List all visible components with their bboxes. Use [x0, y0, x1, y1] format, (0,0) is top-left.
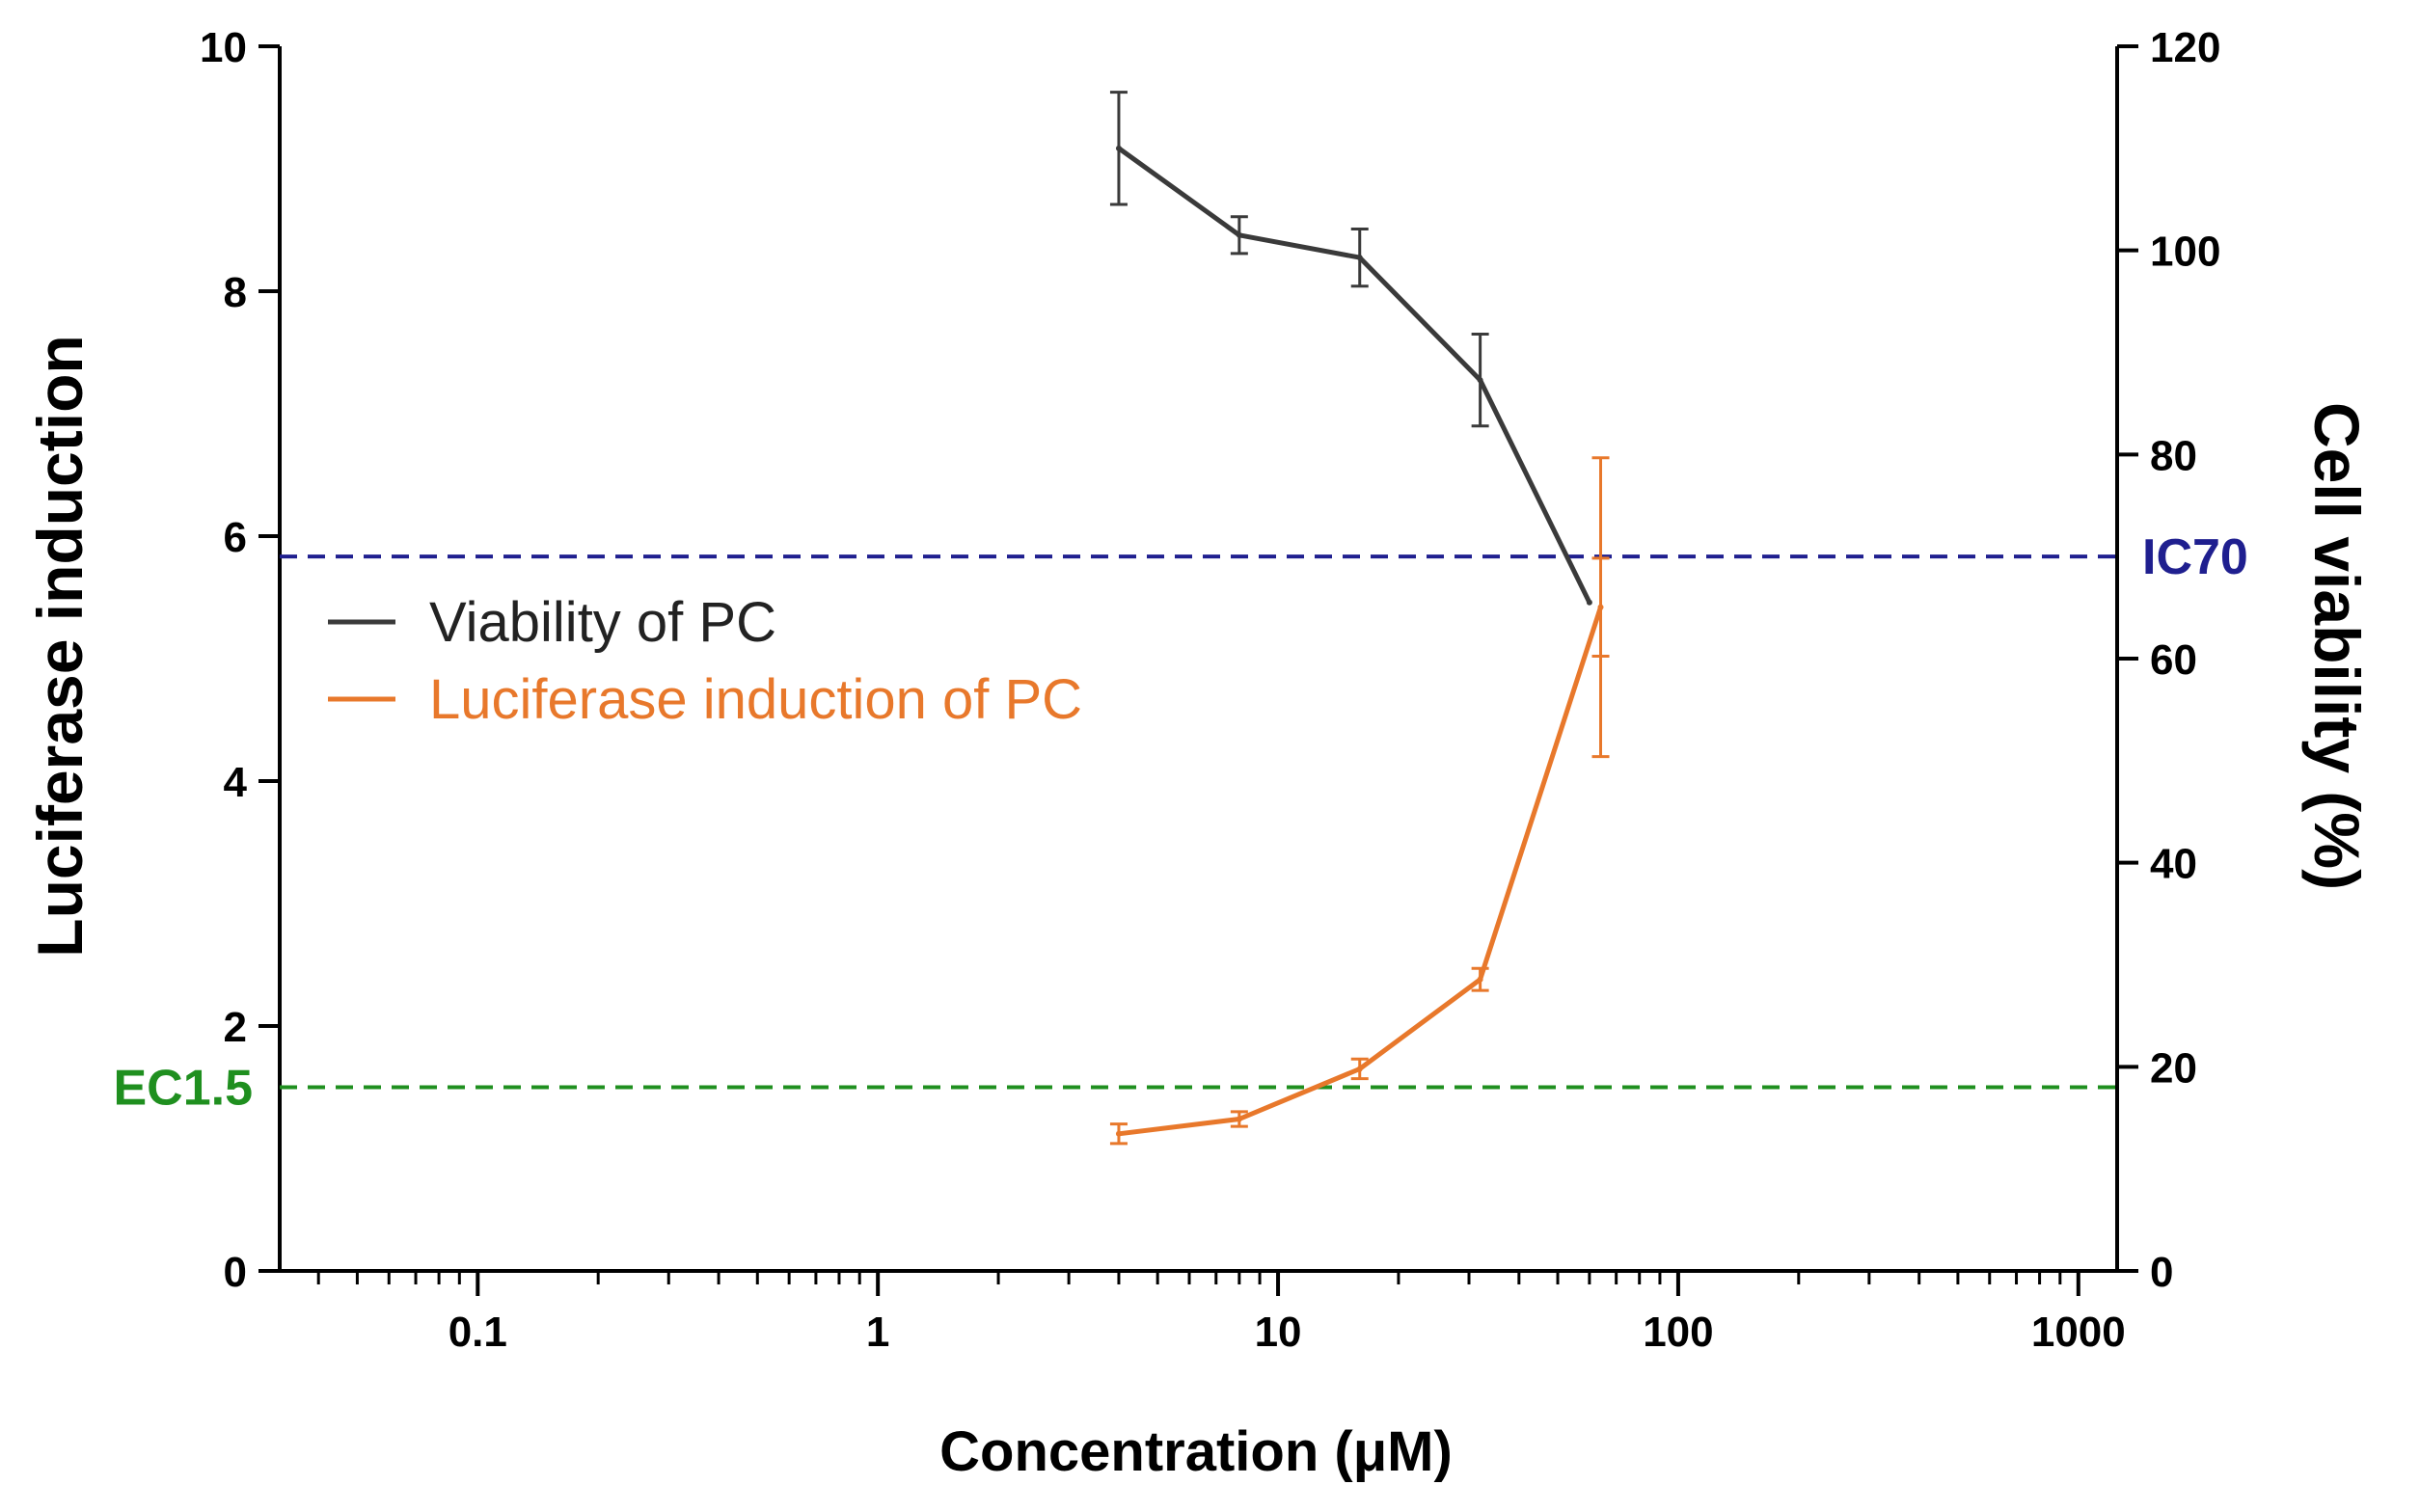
y-left-tick-label: 4 — [224, 759, 248, 806]
x-tick-label: 1000 — [2031, 1309, 2126, 1356]
data-point — [1356, 1066, 1363, 1072]
data-point — [1477, 976, 1483, 983]
data-point — [1236, 231, 1242, 238]
data-point — [1586, 599, 1592, 606]
y-right-tick-label: 120 — [2150, 24, 2220, 71]
y-axis-right-title: Cell viability (%) — [2301, 402, 2373, 890]
data-point — [1236, 1116, 1242, 1122]
legend-label: Luciferase induction of PC — [429, 668, 1082, 731]
x-tick-label: 100 — [1643, 1309, 1713, 1356]
reference-label-ic70: IC70 — [2142, 529, 2248, 585]
y-left-tick-label: 8 — [224, 269, 247, 316]
y-right-tick-label: 100 — [2150, 229, 2220, 276]
x-tick-label: 0.1 — [449, 1309, 507, 1356]
x-axis-title: Concentration (μM) — [939, 1420, 1453, 1483]
y-right-tick-label: 80 — [2150, 432, 2197, 479]
x-tick-label: 10 — [1255, 1309, 1302, 1356]
series-line — [1118, 606, 1603, 1137]
y-left-tick-label: 2 — [224, 1004, 247, 1051]
legend-label: Viability of PC — [429, 591, 776, 654]
y-left-tick-label: 10 — [200, 24, 247, 71]
series-luciferase — [1109, 456, 1610, 1146]
y-right-tick-label: 60 — [2150, 636, 2197, 684]
y-right-tick-label: 20 — [2150, 1044, 2197, 1092]
series-viability — [1109, 91, 1592, 606]
reference-lines: IC70 EC1.5 — [113, 529, 2247, 1116]
legend: Viability of PC Luciferase induction of P… — [328, 591, 1082, 731]
series-group — [1109, 91, 1610, 1146]
data-point — [1356, 255, 1363, 261]
data-point — [1477, 377, 1483, 384]
reference-label-ec1-5: EC1.5 — [113, 1061, 253, 1117]
y-left-tick-label: 0 — [224, 1249, 247, 1296]
data-point — [1597, 604, 1604, 610]
y-right-tick-label: 0 — [2150, 1249, 2173, 1296]
y-left-tick-label: 6 — [224, 514, 247, 561]
y-right-tick-label: 40 — [2150, 841, 2197, 888]
x-tick-label: 1 — [866, 1309, 889, 1356]
y-axis-left-title: Luciferase induction — [24, 335, 95, 957]
data-point — [1115, 145, 1122, 151]
data-point — [1115, 1130, 1122, 1137]
series-line — [1117, 146, 1592, 604]
